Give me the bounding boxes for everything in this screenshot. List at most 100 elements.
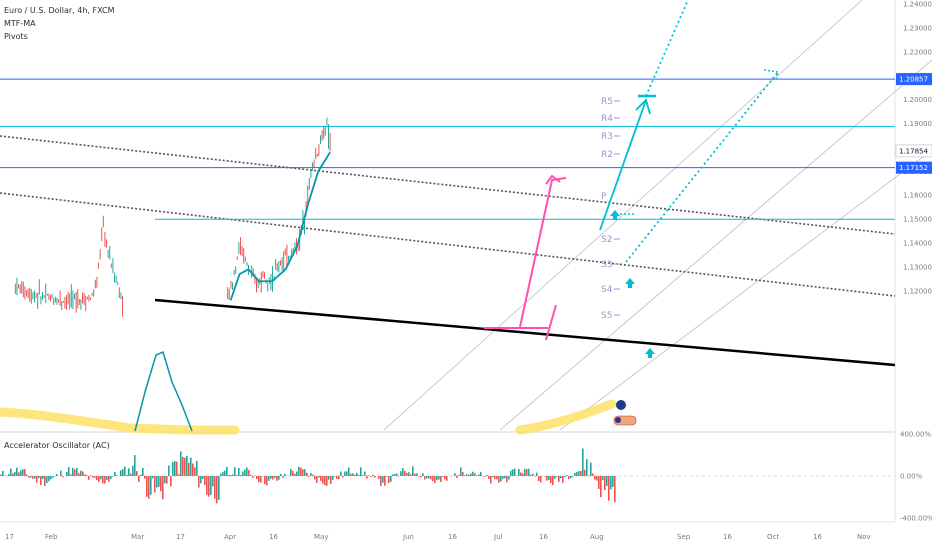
oscillator-bar [70,474,72,476]
oscillator-bar [346,471,348,476]
oscillator-bar [514,468,516,476]
moving-average-line [229,151,331,301]
oscillator-bar [202,476,204,480]
oscillator-tick-label: 0.00% [900,473,923,481]
time-tick-label: Nov [857,533,871,541]
pivot-label: R5 [601,97,613,107]
oscillator-bar [582,448,584,476]
oscillator-bar [358,474,360,476]
oscillator-bar [26,474,28,476]
channel-line [499,59,932,431]
time-tick-label: Feb [45,533,58,541]
oscillator-tick-label: 400.00% [900,431,931,439]
oscillator-bar [30,476,32,478]
oscillator-bar [276,476,278,481]
time-tick-label: 17 [176,533,185,541]
time-tick-label: 16 [723,533,732,541]
oscillator-bar [152,476,154,479]
oscillator-bar [204,476,206,486]
oscillator-bar [464,475,466,476]
oscillator-bar [150,476,152,495]
oscillator-bar [354,474,356,476]
oscillator-bar [74,469,76,476]
oscillator-bar [218,476,220,500]
oscillator-bar [188,462,190,476]
oscillator-bar [116,475,118,476]
oscillator-bar [42,476,44,480]
oscillator-bar [334,476,336,477]
oscillator-bar [340,471,342,476]
oscillator-bar [446,476,448,481]
oscillator-bar [520,472,522,476]
price-tick-label: 1.13000 [903,263,932,271]
oscillator-bar [420,476,422,478]
oscillator-bar [570,476,572,478]
oscillator-bar [168,465,170,476]
oscillator-bar [580,471,582,476]
oscillator-bar [164,476,166,484]
price-tag-label: 1.17152 [899,164,928,172]
oscillator-bar [554,476,556,479]
oscillator-bar [468,474,470,476]
time-tick-label: 17 [5,533,14,541]
oscillator-bar [308,476,310,477]
oscillator-bar [98,476,100,482]
channel-line [559,149,932,431]
oscillator-bar [484,476,486,478]
oscillator-bar [610,476,612,490]
oscillator-bar [494,476,496,480]
oscillator-bar [444,476,446,480]
oscillator-bar [290,468,292,476]
oscillator-bar [264,476,266,485]
price-tag [896,73,932,86]
price-tick-label: 1.16000 [903,192,932,200]
oscillator-bar [306,472,308,476]
oscillator-bar [240,474,242,476]
oscillator-bar [184,457,186,476]
oscillator-bar [348,467,350,476]
oscillator-bar [474,473,476,476]
pivot-label: R4 [601,114,613,124]
oscillator-bar [134,455,136,476]
oscillator-bar [400,471,402,476]
oscillator-bar [282,476,284,478]
oscillator-bar [20,470,22,476]
oscillator-bar [536,472,538,476]
oscillator-bar [260,476,262,483]
up-arrow-icon [645,348,655,358]
oscillator-bar [56,474,58,476]
oscillator-bar [456,476,458,478]
oscillator-bar [106,476,108,481]
time-tick-label: 16 [813,533,822,541]
price-tag [896,161,932,174]
oscillator-bar [210,476,212,495]
time-tick-label: 16 [269,533,278,541]
indicator-pivots: Pivots [4,32,28,41]
cyan-dotted-projection [625,71,779,263]
oscillator-bar [488,476,490,479]
oscillator-bar [216,476,218,504]
oscillator-bar [540,476,542,483]
oscillator-bar [612,476,614,487]
oscillator-bar [242,471,244,476]
oscillator-bar [532,473,534,476]
oscillator-bar [544,476,546,477]
oscillator-bar [396,473,398,476]
oscillator-bar [206,476,208,495]
oscillator-bars [0,448,616,504]
time-tick-label: Sep [677,533,691,541]
oscillator-bar [440,476,442,482]
oscillator-bar [296,471,298,476]
oscillator-bar [234,467,236,476]
price-tick-label: 1.12000 [903,287,932,295]
chart-title: Euro / U.S. Dollar, 4h, FXCM [4,6,115,15]
yellow-band-left [0,407,240,435]
oscillator-bar [422,473,424,476]
oscillator-bar [128,468,130,476]
oscillator-bar [336,476,338,479]
oscillator-bar [38,476,40,479]
oscillator-bar [524,468,526,476]
oscillator-bar [548,476,550,480]
